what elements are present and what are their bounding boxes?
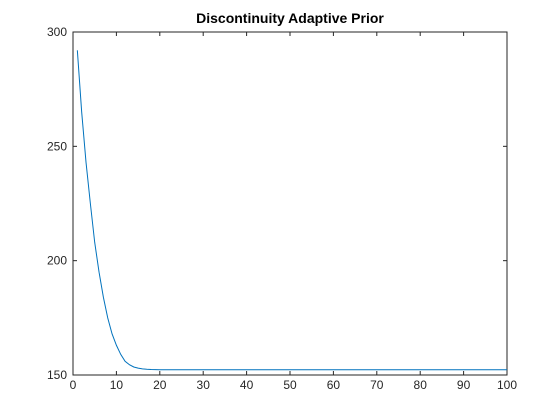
- x-tick-label: 90: [457, 378, 471, 392]
- x-tick-label: 50: [283, 378, 297, 392]
- x-tick-label: 20: [153, 378, 167, 392]
- x-tick-label: 60: [327, 378, 341, 392]
- x-tick-label: 70: [370, 378, 384, 392]
- chart-title: Discontinuity Adaptive Prior: [196, 10, 384, 26]
- x-tick-label: 80: [414, 378, 428, 392]
- series-line: [76, 50, 507, 371]
- x-tick-label: 30: [197, 378, 211, 392]
- y-tick-label: 250: [47, 139, 67, 153]
- x-tick-label: 10: [110, 378, 124, 392]
- x-tick-label: 40: [240, 378, 254, 392]
- axes: 0 10 20 30 40 50 60 70 80 90 100 150 200 250 300: [47, 25, 517, 392]
- x-tick-label: 100: [497, 378, 517, 392]
- y-tick-label: 150: [47, 368, 67, 382]
- x-tick-label: 0: [70, 378, 77, 392]
- axes-box: [72, 31, 508, 376]
- y-tick-label: 200: [47, 254, 67, 268]
- y-tick-label: 300: [47, 25, 67, 39]
